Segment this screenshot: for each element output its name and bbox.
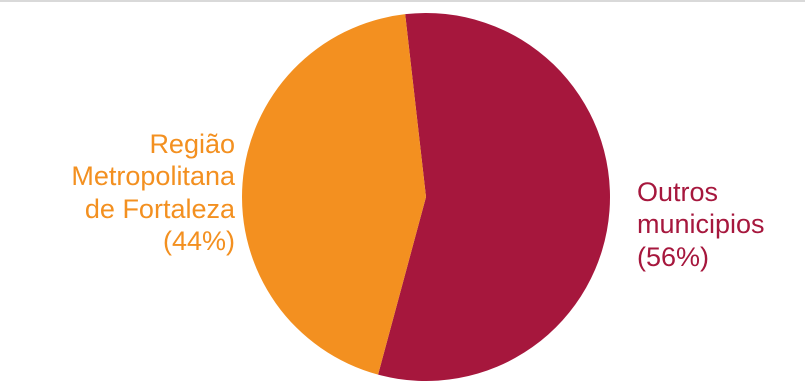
slice-label-rmf-line-4: (44%) [162, 226, 235, 257]
slice-label-rmf-line-1: Região [149, 129, 235, 159]
slice-label-rmf-line-3: de Fortaleza [84, 193, 235, 224]
pie-slice-outros [378, 13, 610, 381]
pie-slice-rmf [241, 14, 426, 375]
slice-label-outros-line-3: (56%) [637, 241, 710, 272]
slice-label-outros-line-1: Outros [637, 177, 719, 207]
slice-label-outros: Outros municipios (56%) [637, 176, 765, 273]
slice-label-outros-line-2: municipios [637, 209, 765, 240]
top-border [0, 0, 805, 2]
slice-label-rmf-line-2: Metropolitana [71, 161, 235, 192]
slice-label-rmf: Região Metropolitana de Fortaleza (44%) [71, 128, 235, 258]
